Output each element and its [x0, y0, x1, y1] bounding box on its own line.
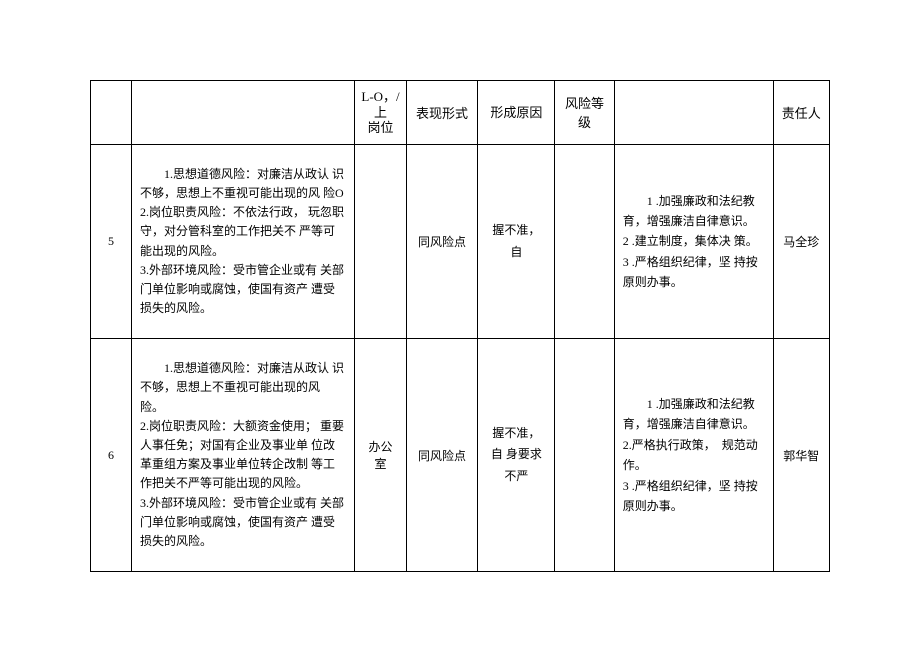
- header-num: [91, 81, 132, 145]
- header-dept: L-O，/上 岗位: [355, 81, 406, 145]
- cell-num: 5: [91, 144, 132, 339]
- header-level: 风险等级: [555, 81, 614, 145]
- table-row: 5 1.思想道德风险：对廉洁从政认 识不够，思想上不重视可能出现的风 险O 2.…: [91, 144, 830, 339]
- header-measures: [614, 81, 773, 145]
- cell-dept: 办公室: [355, 339, 406, 572]
- cell-level: [555, 144, 614, 339]
- header-dept-upper: L-O，/上: [361, 89, 399, 120]
- cell-reason: 握不准，自: [478, 144, 555, 339]
- cell-measures: 1 .加强廉政和法纪教 育，增强廉洁自律意识。 2.严格执行政策， 规范动作。 …: [614, 339, 773, 572]
- risk-table: L-O，/上 岗位 表现形式 形成原因 风险等级 责任人 5 1.思想道德风险：…: [90, 80, 830, 572]
- header-reason: 形成原因: [478, 81, 555, 145]
- cell-form: 同风险点: [406, 144, 478, 339]
- header-dept-lower: 岗位: [368, 120, 394, 135]
- cell-person: 马全珍: [773, 144, 829, 339]
- cell-risk: 1.思想道德风险：对廉洁从政认 识不够，思想上不重视可能出现的风 险。 2.岗位…: [131, 339, 354, 572]
- header-form: 表现形式: [406, 81, 478, 145]
- cell-dept: [355, 144, 406, 339]
- header-person: 责任人: [773, 81, 829, 145]
- cell-person: 郭华智: [773, 339, 829, 572]
- cell-level: [555, 339, 614, 572]
- header-risk: [131, 81, 354, 145]
- table-row: 6 1.思想道德风险：对廉洁从政认 识不够，思想上不重视可能出现的风 险。 2.…: [91, 339, 830, 572]
- header-row: L-O，/上 岗位 表现形式 形成原因 风险等级 责任人: [91, 81, 830, 145]
- cell-risk: 1.思想道德风险：对廉洁从政认 识不够，思想上不重视可能出现的风 险O 2.岗位…: [131, 144, 354, 339]
- cell-form: 同风险点: [406, 339, 478, 572]
- cell-num: 6: [91, 339, 132, 572]
- cell-measures: 1 .加强廉政和法纪教 育，增强廉洁自律意识。 2 .建立制度，集体决 策。 3…: [614, 144, 773, 339]
- cell-reason: 握不准，自 身要求不严: [478, 339, 555, 572]
